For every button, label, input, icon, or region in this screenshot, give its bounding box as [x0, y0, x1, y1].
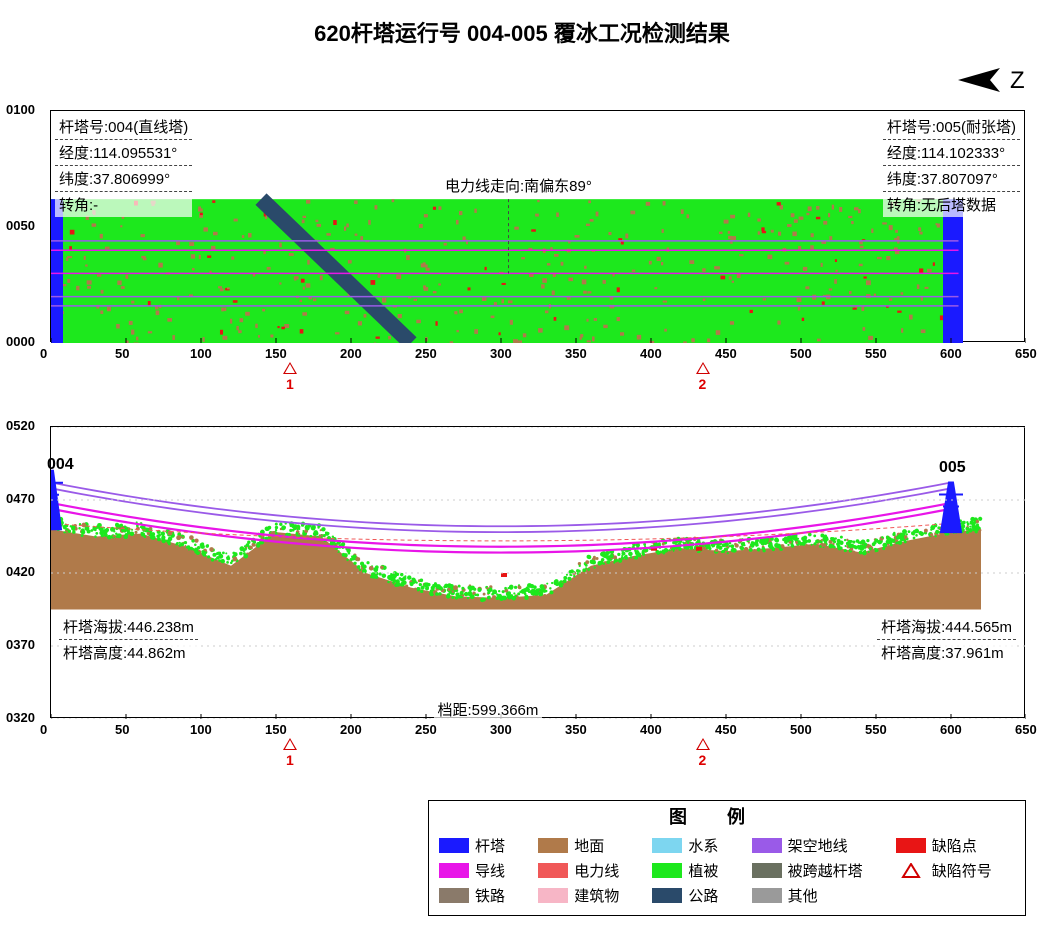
x-tick: 650 — [1015, 722, 1037, 737]
x-tick: 150 — [265, 722, 287, 737]
x-tick: 0 — [40, 346, 47, 361]
compass-label: Z — [1010, 67, 1025, 94]
legend-item: 建筑物 — [538, 885, 642, 906]
x-tick: 600 — [940, 346, 962, 361]
legend-item: 其他 — [752, 885, 886, 906]
defect-marker — [696, 738, 710, 750]
direction-label: 电力线走向:南偏东89° — [441, 173, 596, 198]
x-tick: 450 — [715, 722, 737, 737]
legend-item: 被跨越杆塔 — [752, 860, 886, 881]
x-tick: 150 — [265, 346, 287, 361]
tower-info: 杆塔海拔:444.565m杆塔高度:37.961m — [877, 614, 1016, 665]
span-label: 档距:599.366m — [434, 697, 543, 722]
y-tick: 0050 — [6, 218, 35, 233]
defect-marker — [696, 362, 710, 374]
x-tick: 350 — [565, 722, 587, 737]
defect-marker-label: 2 — [699, 376, 707, 392]
x-tick: 450 — [715, 346, 737, 361]
bottom-chart: 004 005 杆塔海拔:446.238m杆塔高度:44.862m 杆塔海拔:444.… — [50, 426, 1025, 718]
x-tick: 50 — [115, 722, 129, 737]
x-tick: 400 — [640, 722, 662, 737]
y-tick: 0520 — [6, 418, 35, 433]
x-tick: 300 — [490, 722, 512, 737]
top-chart: 电力线走向:南偏东89° 杆塔号:004(直线塔)经度:114.095531°纬度… — [50, 110, 1025, 342]
x-tick: 550 — [865, 346, 887, 361]
legend-item: 公路 — [652, 885, 741, 906]
legend-item: 缺陷符号 — [896, 860, 1015, 881]
page-title: 620杆塔运行号 004-005 覆冰工况检测结果 — [0, 0, 1044, 56]
x-tick: 550 — [865, 722, 887, 737]
y-tick: 0420 — [6, 564, 35, 579]
defect-marker-label: 1 — [286, 376, 294, 392]
tower-info: 杆塔海拔:446.238m杆塔高度:44.862m — [59, 614, 198, 665]
legend: 图例 杆塔地面水系架空地线缺陷点导线电力线植被被跨越杆塔缺陷符号铁路建筑物公路其… — [428, 800, 1026, 916]
tower-info: 杆塔号:004(直线塔)经度:114.095531°纬度:37.806999°转… — [55, 114, 192, 217]
compass-north: Z — [954, 60, 1028, 105]
x-tick: 300 — [490, 346, 512, 361]
x-tick: 250 — [415, 346, 437, 361]
x-tick: 250 — [415, 722, 437, 737]
tower-label-right: 005 — [939, 459, 966, 477]
defect-marker-label: 2 — [699, 752, 707, 768]
x-tick: 500 — [790, 722, 812, 737]
legend-item: 缺陷点 — [896, 835, 1015, 856]
x-tick: 500 — [790, 346, 812, 361]
x-tick: 100 — [190, 346, 212, 361]
legend-item: 架空地线 — [752, 835, 886, 856]
defect-marker — [283, 362, 297, 374]
legend-item: 水系 — [652, 835, 741, 856]
y-tick: 0470 — [6, 491, 35, 506]
x-tick: 600 — [940, 722, 962, 737]
x-tick: 200 — [340, 722, 362, 737]
legend-item: 地面 — [538, 835, 642, 856]
legend-title: 图例 — [429, 803, 1025, 829]
y-tick: 0320 — [6, 710, 35, 725]
x-tick: 50 — [115, 346, 129, 361]
defect-marker-label: 1 — [286, 752, 294, 768]
x-tick: 350 — [565, 346, 587, 361]
defect-marker — [283, 738, 297, 750]
x-tick: 650 — [1015, 346, 1037, 361]
y-tick: 0100 — [6, 102, 35, 117]
legend-item: 导线 — [439, 860, 528, 881]
legend-item: 铁路 — [439, 885, 528, 906]
x-tick: 200 — [340, 346, 362, 361]
legend-item: 电力线 — [538, 860, 642, 881]
y-tick: 0370 — [6, 637, 35, 652]
y-tick: 0000 — [6, 334, 35, 349]
x-tick: 0 — [40, 722, 47, 737]
legend-item: 植被 — [652, 860, 741, 881]
legend-item: 杆塔 — [439, 835, 528, 856]
tower-label-left: 004 — [47, 456, 74, 474]
tower-info: 杆塔号:005(耐张塔)经度:114.102333°纬度:37.807097°转… — [883, 114, 1020, 217]
x-tick: 400 — [640, 346, 662, 361]
x-tick: 100 — [190, 722, 212, 737]
